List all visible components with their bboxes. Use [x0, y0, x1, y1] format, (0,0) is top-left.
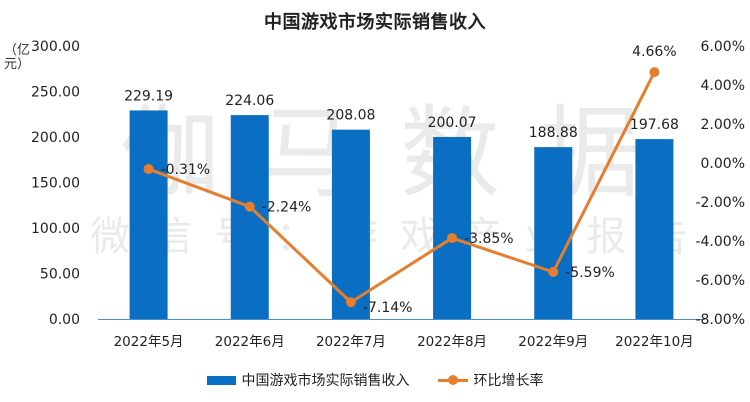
legend-item-revenue[interactable]: 中国游戏市场实际销售收入 — [206, 370, 410, 390]
left-axis-tick-label: 300.00 — [31, 39, 80, 55]
left-axis-tick-label: 50.00 — [40, 267, 80, 283]
bar[interactable] — [331, 129, 370, 319]
x-tick-label: 2022年10月 — [615, 334, 694, 350]
line-marker[interactable] — [548, 267, 559, 278]
right-axis-tick-label: -8.00% — [695, 312, 745, 328]
data-labels: 229.19 224.06 208.08 200.07 188.88 197.68 -0.3… — [124, 44, 679, 316]
bar-value-label: 197.68 — [630, 117, 679, 133]
watermark-subtitle: 微信号：游戏产业报告 — [90, 214, 710, 260]
left-axis-tick-label: 250.00 — [31, 85, 80, 101]
right-axis-tick-label: -6.00% — [695, 273, 745, 289]
growth-rate-label: 4.66% — [632, 44, 676, 60]
growth-rate-label: -0.31% — [161, 162, 211, 178]
bar-value-label: 188.88 — [529, 125, 578, 141]
line-series — [143, 67, 660, 308]
bar[interactable] — [534, 147, 573, 319]
x-tick-label: 2022年8月 — [417, 334, 487, 350]
right-axis-tick-label: 6.00% — [701, 39, 745, 55]
line-marker[interactable] — [143, 164, 154, 175]
bar[interactable] — [230, 115, 269, 319]
x-tick-label: 2022年6月 — [215, 334, 285, 350]
legend-label-revenue: 中国游戏市场实际销售收入 — [241, 373, 410, 389]
legend-item-growth[interactable]: 环比增长率 — [437, 370, 544, 390]
line-marker[interactable] — [345, 297, 356, 308]
bar[interactable] — [129, 110, 168, 319]
x-tick-label: 2022年7月 — [316, 334, 386, 350]
right-axis-tick-label: 4.00% — [701, 78, 745, 94]
left-axis-tick-label: 100.00 — [31, 221, 80, 237]
bar-value-label: 224.06 — [225, 93, 274, 109]
right-axis-tick-label: 0.00% — [701, 156, 745, 172]
growth-rate-label: -2.24% — [262, 200, 312, 216]
line-marker[interactable] — [244, 201, 255, 212]
chart-title: 中国游戏市场实际销售收入 — [264, 12, 486, 33]
right-axis-tick-label: 2.00% — [701, 117, 745, 133]
watermark-brand: 伽马数据 — [120, 95, 680, 212]
bar-series — [129, 110, 674, 319]
right-axis-tick-label: -2.00% — [695, 195, 745, 211]
bar[interactable] — [635, 139, 674, 319]
left-axis-tick-label: 0.00 — [49, 312, 80, 328]
growth-rate-label: -5.59% — [565, 265, 615, 281]
x-tick-label: 2022年9月 — [518, 334, 588, 350]
growth-line — [148, 71, 656, 304]
line-marker[interactable] — [649, 67, 660, 78]
legend-label-growth: 环比增长率 — [473, 373, 544, 389]
axes: 2022年5月 2022年6月 2022年7月 2022年8月 2022年9月 2022年… — [31, 39, 745, 350]
x-tick-label: 2022年5月 — [114, 334, 184, 350]
bar-value-label: 229.19 — [124, 88, 173, 104]
line-marker-icon — [437, 375, 468, 385]
growth-rate-label: -3.85% — [464, 231, 514, 247]
line-marker[interactable] — [447, 233, 458, 244]
right-axis-tick-label: -4.00% — [695, 234, 745, 250]
left-axis-tick-label: 200.00 — [31, 130, 80, 146]
bar[interactable] — [433, 136, 472, 319]
bar-value-label: 208.08 — [326, 108, 375, 124]
bar-value-label: 200.07 — [428, 115, 477, 131]
left-axis-tick-label: 150.00 — [31, 176, 80, 192]
growth-rate-label: -7.14% — [363, 300, 413, 316]
legend: 中国游戏市场实际销售收入 环比增长率 — [0, 370, 750, 390]
bar-swatch-icon — [206, 375, 236, 385]
